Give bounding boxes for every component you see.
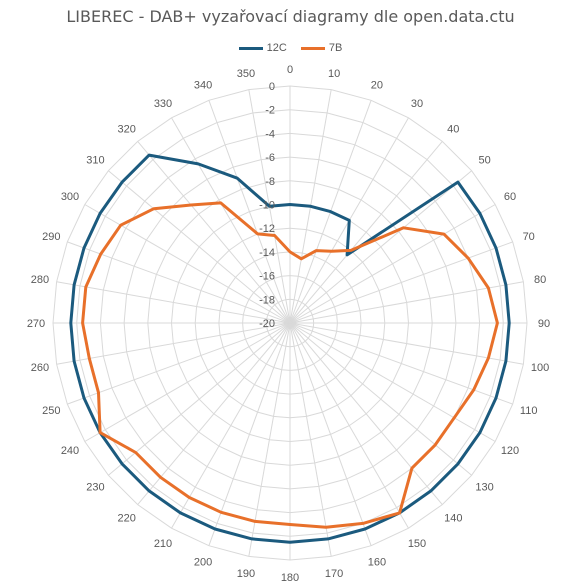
grid-spoke-8 (289, 281, 524, 324)
angle-label-120: 120 (501, 445, 519, 457)
angle-label-70: 70 (523, 231, 535, 243)
angle-label-40: 40 (447, 123, 459, 135)
grid-spoke-22 (137, 322, 291, 505)
legend-label-12c: 12C (266, 42, 287, 54)
angle-label-240: 240 (61, 445, 79, 457)
grid-spoke-33 (171, 117, 291, 324)
grid-spoke-15 (289, 322, 409, 529)
angle-label-180: 180 (281, 572, 299, 584)
grid-spoke-10 (289, 322, 524, 365)
legend-label-7b: 7B (328, 42, 343, 54)
angle-label-210: 210 (154, 538, 172, 550)
legend-swatch-7b (300, 46, 325, 50)
series-line-12c (69, 153, 511, 544)
radial-tick-label-6: -12 (259, 223, 275, 235)
series-line-7b (81, 201, 499, 529)
angle-label-30: 30 (411, 98, 423, 110)
grid-spoke-24 (84, 322, 291, 442)
angle-label-260: 260 (31, 362, 49, 374)
grid-spoke-23 (108, 322, 291, 476)
radial-tick-label-9: -18 (259, 294, 275, 306)
grid-spoke-16 (289, 322, 372, 546)
grid-spoke-32 (137, 141, 291, 324)
radial-tick-label-10: -20 (259, 318, 275, 330)
angle-label-100: 100 (531, 362, 549, 374)
angle-label-50: 50 (478, 155, 490, 167)
grid-spoke-13 (289, 322, 472, 476)
grid-spoke-28 (56, 281, 291, 324)
radial-tick-label-7: -14 (259, 247, 275, 259)
angle-label-110: 110 (520, 405, 538, 417)
angle-label-80: 80 (534, 274, 546, 286)
legend-item-12c: 12C (238, 42, 287, 54)
grid-spoke-20 (208, 322, 291, 546)
angle-label-130: 130 (475, 481, 493, 493)
radial-tick-label-3: -6 (265, 152, 275, 164)
grid-spoke-26 (56, 322, 291, 365)
radial-tick-label-5: -10 (259, 200, 275, 212)
grid-spoke-5 (289, 170, 472, 324)
grid-spoke-19 (248, 322, 291, 557)
angle-label-140: 140 (444, 513, 462, 525)
grid-spoke-17 (289, 322, 332, 557)
grid-spoke-25 (67, 322, 291, 405)
legend: 12C 7B (0, 42, 581, 54)
angle-label-270: 270 (27, 318, 45, 330)
legend-item-7b: 7B (300, 42, 343, 54)
grid-spoke-30 (84, 204, 291, 324)
grid-spoke-11 (289, 322, 513, 405)
angle-label-300: 300 (61, 191, 79, 203)
grid-spoke-31 (108, 170, 291, 324)
angle-label-10: 10 (328, 68, 340, 80)
grid-spoke-4 (289, 141, 443, 324)
radial-tick-label-4: -8 (265, 176, 275, 188)
grid-spoke-6 (289, 204, 496, 324)
angle-label-220: 220 (118, 513, 136, 525)
angle-label-250: 250 (42, 405, 60, 417)
angle-label-330: 330 (154, 98, 172, 110)
angle-label-90: 90 (538, 318, 550, 330)
angle-label-310: 310 (86, 155, 104, 167)
angle-label-160: 160 (368, 557, 386, 569)
radial-tick-label-8: -16 (259, 271, 275, 283)
angle-label-60: 60 (504, 191, 516, 203)
angle-label-320: 320 (118, 123, 136, 135)
legend-swatch-12c (238, 46, 263, 50)
angle-label-150: 150 (408, 538, 426, 550)
angle-label-190: 190 (237, 568, 255, 580)
angle-label-200: 200 (194, 557, 212, 569)
angle-label-350: 350 (237, 68, 255, 80)
angle-label-170: 170 (325, 568, 343, 580)
grid-spoke-14 (289, 322, 443, 505)
angle-label-280: 280 (31, 274, 49, 286)
grid-spoke-29 (67, 241, 291, 324)
radial-tick-label-2: -4 (265, 128, 275, 140)
angle-label-290: 290 (42, 231, 60, 243)
angle-label-0: 0 (287, 64, 293, 76)
grid-spoke-7 (289, 241, 513, 324)
grid-spoke-34 (208, 100, 291, 324)
angle-label-230: 230 (86, 481, 104, 493)
grid-spoke-12 (289, 322, 496, 442)
angle-label-340: 340 (194, 79, 212, 91)
chart-title: LIBEREC - DAB+ vyzařovací diagramy dle o… (66, 7, 515, 26)
grid-spoke-21 (171, 322, 291, 529)
angle-label-20: 20 (371, 79, 383, 91)
radial-tick-label-0: 0 (269, 81, 275, 93)
radial-tick-label-1: -2 (265, 105, 275, 117)
